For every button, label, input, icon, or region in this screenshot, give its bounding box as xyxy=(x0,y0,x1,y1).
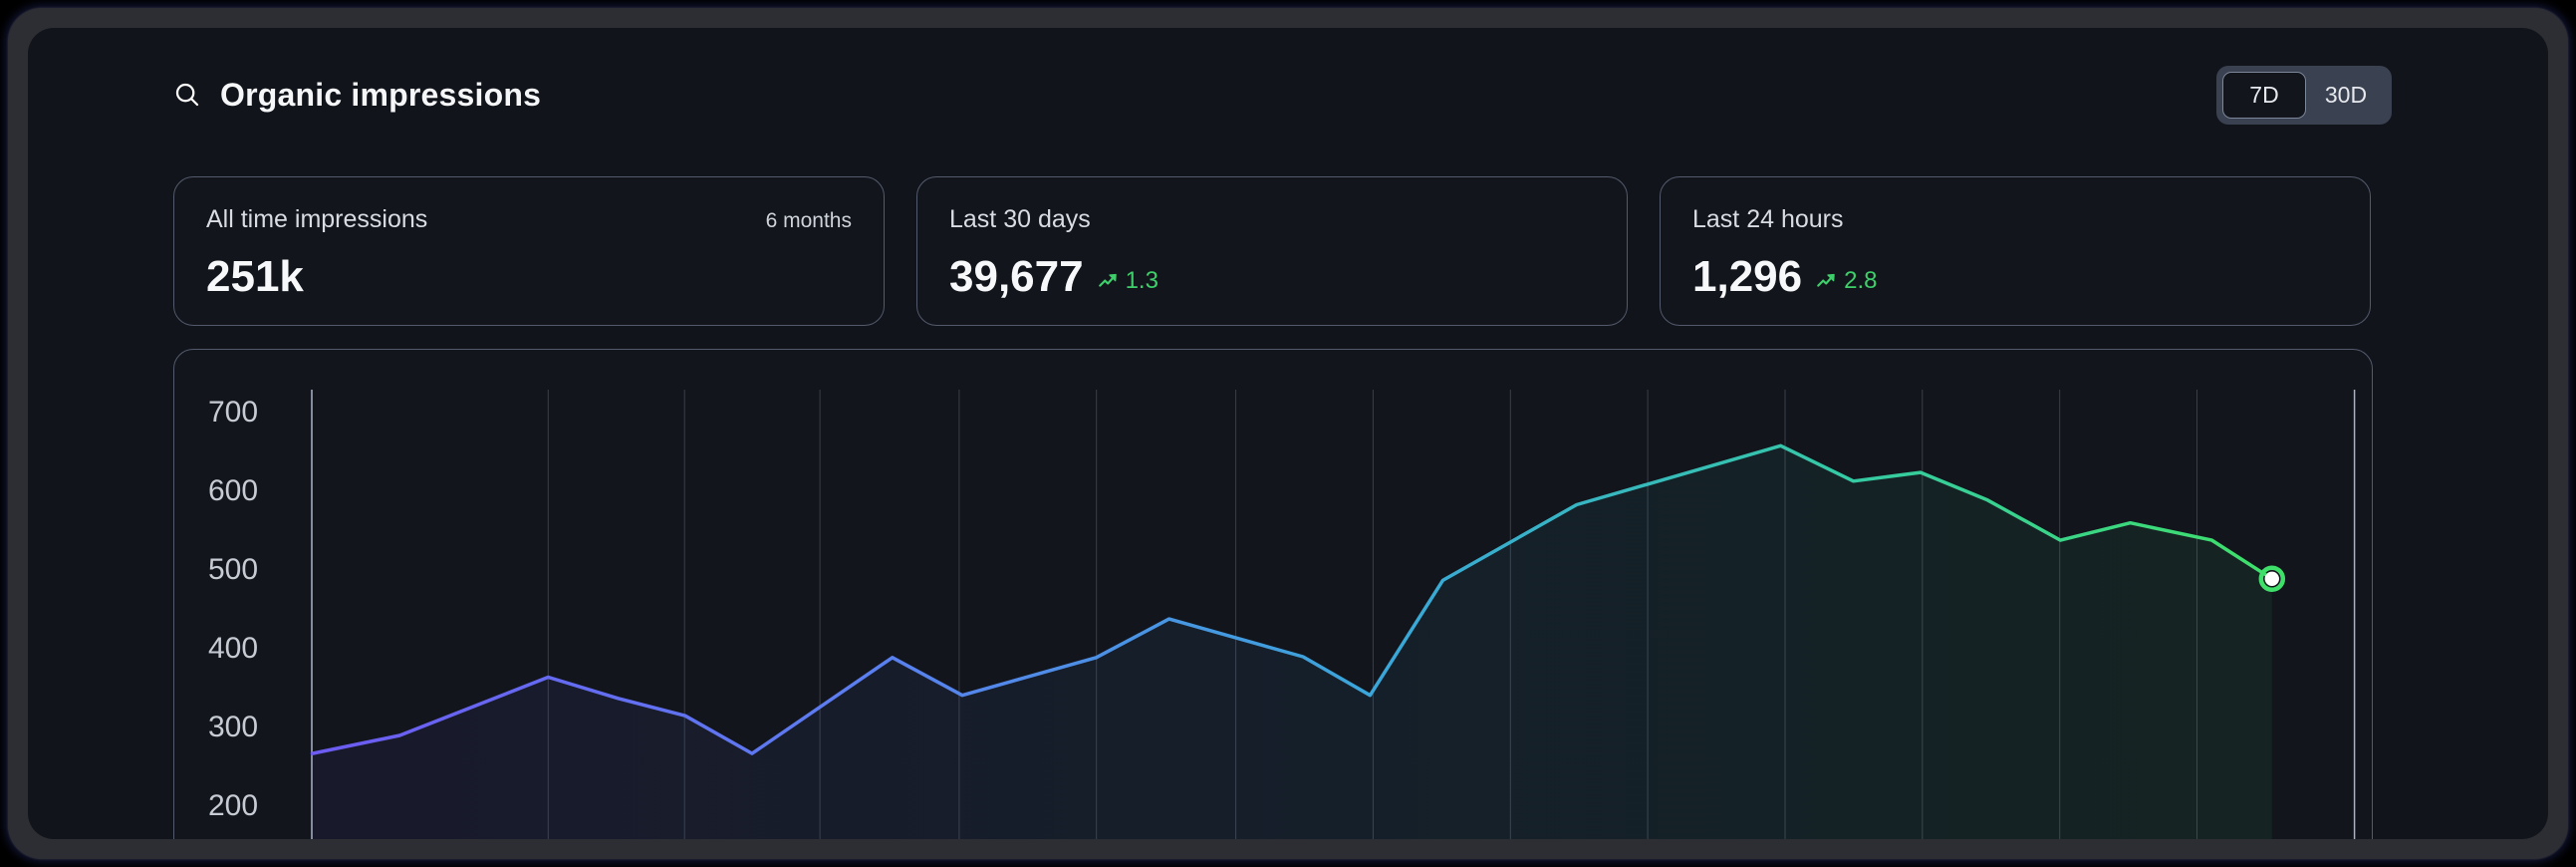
svg-text:200: 200 xyxy=(208,789,258,822)
svg-text:300: 300 xyxy=(208,711,258,743)
svg-text:400: 400 xyxy=(208,632,258,665)
svg-text:600: 600 xyxy=(208,474,258,507)
svg-text:700: 700 xyxy=(208,396,258,429)
svg-text:500: 500 xyxy=(208,553,258,586)
